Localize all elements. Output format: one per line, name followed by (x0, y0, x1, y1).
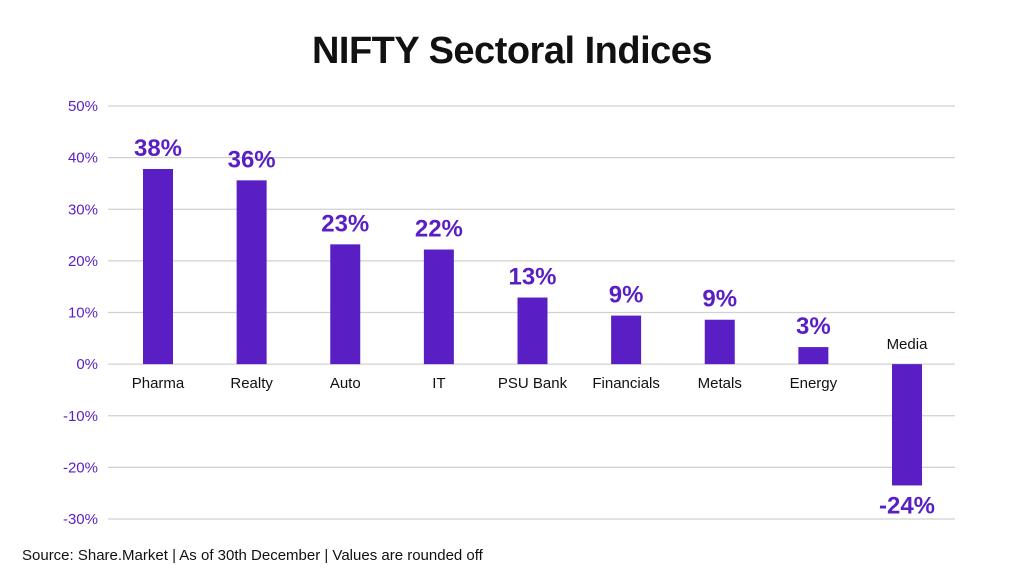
y-tick-label: -20% (63, 459, 98, 476)
bar-auto (330, 244, 361, 365)
bar-psu-bank (517, 297, 548, 365)
x-tick-label: Financials (592, 375, 660, 392)
y-tick-label: 10% (68, 305, 98, 322)
x-tick-label: Metals (698, 375, 742, 392)
x-tick-label: Realty (230, 375, 273, 392)
data-label: 23% (321, 210, 369, 237)
x-tick-label: Energy (790, 375, 838, 392)
bars (143, 168, 922, 486)
data-label: 3% (796, 313, 831, 340)
data-label: 38% (134, 135, 182, 162)
bar-energy (798, 347, 829, 365)
source-note: Source: Share.Market | As of 30th Decemb… (22, 547, 483, 564)
x-tick-label: Pharma (132, 375, 185, 392)
y-tick-label: 20% (68, 253, 98, 270)
y-tick-label: 0% (76, 356, 98, 373)
bar-realty (236, 180, 267, 365)
data-label: 36% (228, 146, 276, 173)
x-tick-label: IT (432, 375, 445, 392)
y-tick-label: -30% (63, 511, 98, 528)
y-tick-label: -10% (63, 408, 98, 425)
x-tick-label: Auto (330, 375, 361, 392)
y-axis-ticks: 50% 40% 30% 20% 10% 0% -10% -20% -30% (63, 98, 98, 528)
data-label: 13% (508, 264, 556, 291)
data-label: 9% (702, 286, 737, 313)
data-label: 22% (415, 216, 463, 243)
data-labels: 38% 36% 23% 22% 13% 9% 9% 3% -24% (134, 135, 935, 519)
bar-it (423, 249, 454, 365)
bar-financials (611, 315, 642, 365)
bar-metals (704, 319, 735, 365)
y-tick-label: 50% (68, 98, 98, 115)
bar-media (892, 364, 922, 486)
bar-pharma (143, 168, 173, 365)
y-tick-label: 30% (68, 201, 98, 218)
x-axis-labels: Pharma Realty Auto IT PSU Bank Financials Meta… (132, 336, 928, 392)
data-label: 9% (609, 282, 644, 309)
y-tick-label: 40% (68, 150, 98, 167)
x-tick-label: Media (887, 336, 929, 353)
data-label: -24% (879, 492, 935, 519)
chart-title: NIFTY Sectoral Indices (311, 30, 713, 72)
x-tick-label: PSU Bank (498, 375, 568, 392)
